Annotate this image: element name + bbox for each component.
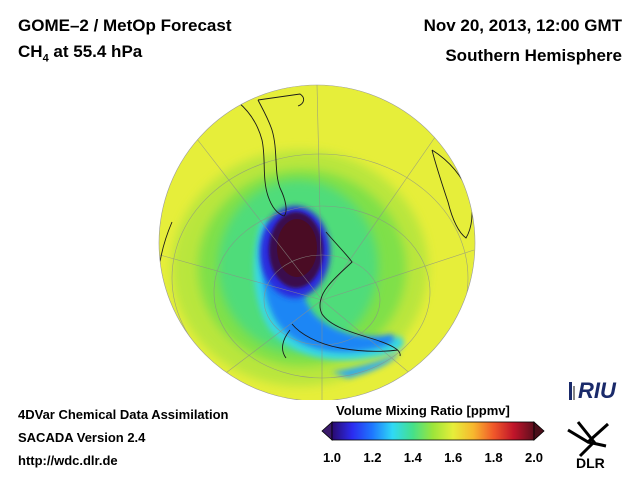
colorbar-tick-label: 1.0: [322, 450, 342, 465]
footer-line-version: SACADA Version 2.4: [18, 430, 146, 445]
dlr-emblem: [567, 421, 610, 458]
riu-logo: RIU: [569, 378, 617, 403]
date-label: Nov 20, 2013, 12:00 GMT: [423, 16, 622, 35]
riu-text: RIU: [578, 378, 617, 403]
coast-antarctica: [282, 323, 399, 359]
coast-antarctic-peninsula: [319, 231, 401, 357]
graticule: [159, 85, 475, 400]
footer-line-url: http://wdc.dlr.de: [18, 453, 118, 468]
dlr-logo: DLR: [567, 421, 610, 471]
colorbar-tick-label: 1.8: [484, 450, 503, 465]
colorbar-tick-label: 1.6: [444, 450, 463, 465]
field-min-core: [277, 219, 317, 277]
colorbar: [321, 421, 545, 441]
coast-australia-edge: [159, 221, 173, 263]
colorbar-title: Volume Mixing Ratio [ppmv]: [336, 403, 510, 418]
coast-south-america: [237, 93, 305, 217]
colorbar-high-arrow: [533, 421, 545, 441]
colorbar-tick-label: 2.0: [524, 450, 544, 465]
species-main: CH: [18, 42, 43, 61]
ch4-field: [172, 150, 428, 386]
colorbar-bar: [331, 421, 535, 441]
footer-line-assimilation: 4DVar Chemical Data Assimilation: [18, 407, 229, 422]
species-label: CH4 at 55.4 hPa: [18, 42, 142, 64]
field-lower-streak: [332, 352, 400, 378]
colorbar-tick-label: 1.2: [363, 450, 382, 465]
riu-bar-2: [573, 386, 575, 400]
footer-block: 4DVar Chemical Data Assimilation SACADA …: [18, 403, 229, 472]
colorbar-tick-label: 1.4: [403, 450, 422, 465]
species-subscript: 4: [42, 52, 49, 65]
colorbar-low-arrow: [321, 421, 333, 441]
dlr-text: DLR: [576, 455, 605, 471]
hemisphere-label: Southern Hemisphere: [445, 46, 622, 65]
globe-map: [158, 84, 476, 400]
map-title: GOME–2 / MetOp Forecast: [18, 16, 232, 35]
riu-bar-1: [569, 382, 572, 400]
species-level: at 55.4 hPa: [48, 42, 143, 61]
